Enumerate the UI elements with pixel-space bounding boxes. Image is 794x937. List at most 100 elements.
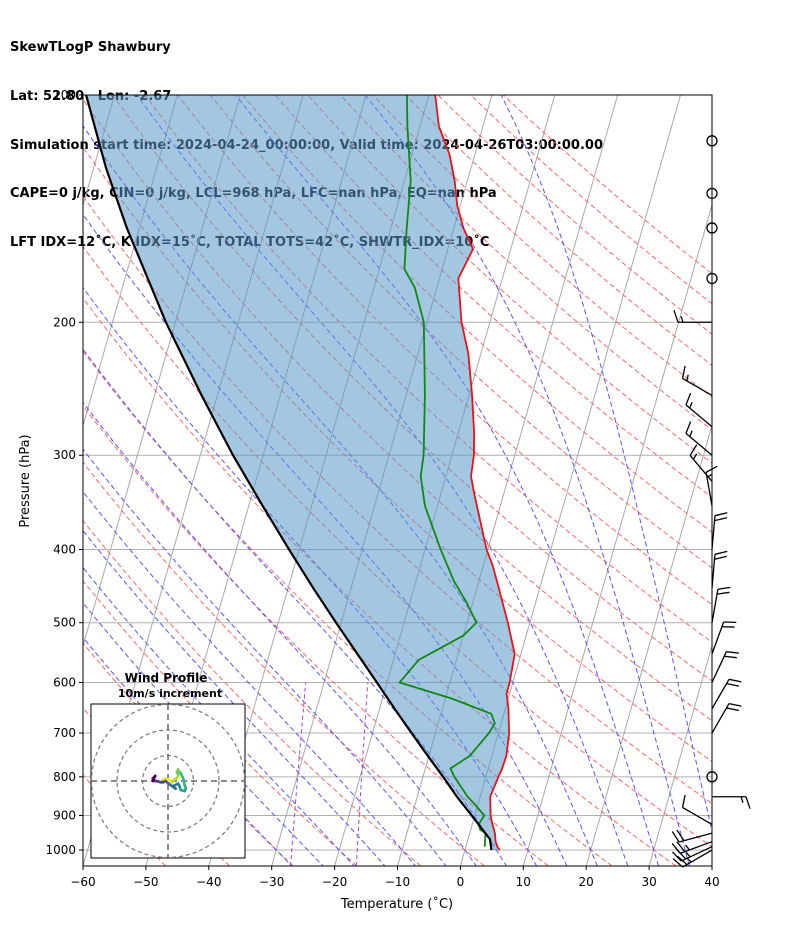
- barb-flag: [714, 517, 727, 522]
- y-tick-label: 100: [53, 88, 76, 102]
- barb-shaft: [682, 377, 713, 397]
- y-tick-label: 200: [53, 315, 76, 329]
- barb-flag: [728, 678, 742, 683]
- y-tick-label: 300: [53, 448, 76, 462]
- x-tick-label: −40: [196, 875, 221, 889]
- wind-barb: [681, 365, 713, 397]
- barb-shaft: [680, 846, 713, 862]
- y-tick-label: 1000: [45, 843, 76, 857]
- barb-shaft: [711, 678, 730, 710]
- barb-shaft: [711, 621, 725, 655]
- barb-shaft: [711, 515, 716, 550]
- y-tick-label: 400: [53, 543, 76, 557]
- barb-half-flag: [680, 316, 684, 323]
- barb-shaft: [711, 651, 727, 683]
- y-tick-label: 800: [53, 770, 76, 784]
- barb-flag: [728, 702, 742, 707]
- barb-shaft: [685, 404, 713, 428]
- calm-wind-circle: [706, 187, 718, 200]
- wind-barb: [706, 771, 718, 783]
- isotherm-line: [711, 864, 712, 866]
- calm-wind-circle: [706, 222, 718, 234]
- barb-flag: [689, 444, 698, 456]
- barb-shaft: [685, 432, 713, 456]
- dry-adiabat: [372, 95, 712, 398]
- barb-flag: [716, 591, 730, 595]
- barb-flag: [714, 555, 727, 560]
- hodograph-title: Wind Profile: [125, 671, 208, 685]
- mixing-ratio-line: [355, 682, 369, 866]
- hodograph-trace: [151, 777, 156, 783]
- barb-shaft: [711, 589, 719, 623]
- wind-barb: [671, 829, 713, 843]
- dry-adiabat: [340, 95, 712, 431]
- barb-flag: [745, 796, 751, 809]
- barb-half-flag: [686, 374, 689, 382]
- isotherm-line: [585, 423, 712, 866]
- wind-barb: [689, 444, 713, 482]
- wind-barb: [685, 421, 713, 456]
- dry-adiabat: [83, 195, 712, 805]
- barb-shaft: [678, 832, 713, 843]
- calm-wind-circle: [706, 135, 718, 147]
- barb-flag: [672, 858, 683, 868]
- barb-flag: [681, 794, 686, 808]
- isotherm-line: [648, 643, 712, 866]
- dry-adiabat: [437, 95, 712, 335]
- isotherm-line: [522, 203, 712, 866]
- calm-wind-circle: [706, 272, 718, 285]
- barb-flag: [726, 682, 740, 687]
- dewpoint-profile: [398, 95, 496, 847]
- mixing-ratio-line: [290, 682, 307, 866]
- barb-flag: [676, 841, 686, 853]
- wind-barb: [673, 310, 712, 323]
- wind-barb: [711, 586, 731, 623]
- barb-flag: [726, 651, 740, 654]
- barb-shaft: [682, 806, 713, 826]
- station-title: SkewTLogP Shawbury: [10, 40, 171, 56]
- barb-flag: [672, 851, 682, 862]
- wind-barb: [681, 794, 713, 826]
- wind-barb: [711, 512, 728, 550]
- x-tick-label: 30: [641, 875, 656, 889]
- barb-flag: [681, 365, 686, 379]
- temperature-profile: [434, 95, 516, 851]
- barb-flag: [671, 843, 681, 854]
- dry-adiabat: [405, 95, 712, 366]
- dry-adiabat: [83, 405, 549, 866]
- x-tick-label: 10: [516, 875, 531, 889]
- y-tick-label: 600: [53, 676, 76, 690]
- barb-flag: [676, 829, 685, 842]
- barb-flag: [685, 392, 692, 406]
- dry-adiabat: [144, 95, 712, 643]
- hodograph-subtitle: 10m/s increment: [118, 687, 222, 700]
- barb-flag: [685, 421, 692, 434]
- wind-barb: [706, 272, 718, 285]
- calm-wind-circle: [706, 771, 718, 783]
- moist-adiabat: [364, 95, 690, 866]
- x-tick-label: 40: [704, 875, 719, 889]
- moist-adiabat: [83, 529, 386, 866]
- barb-half-flag: [689, 401, 693, 409]
- barb-shaft: [711, 703, 730, 734]
- moist-adiabat: [83, 401, 477, 866]
- barb-flag: [724, 655, 737, 659]
- wind-barb: [711, 678, 742, 710]
- barb-half-flag: [685, 851, 691, 858]
- moist-adiabat: [83, 448, 447, 866]
- barb-shaft: [689, 455, 713, 482]
- hodograph-trace: [164, 779, 174, 788]
- barb-flag: [717, 586, 731, 590]
- barb-half-flag: [685, 844, 690, 851]
- dry-adiabat: [83, 146, 712, 763]
- barb-shaft: [679, 841, 713, 854]
- x-tick-label: −60: [70, 875, 95, 889]
- x-tick-label: 20: [579, 875, 594, 889]
- barb-half-flag: [692, 453, 698, 460]
- wind-barb: [711, 651, 740, 683]
- x-tick-label: 0: [457, 875, 465, 889]
- barb-flag: [714, 550, 728, 555]
- barb-half-flag: [689, 430, 693, 437]
- wind-barb: [685, 392, 713, 428]
